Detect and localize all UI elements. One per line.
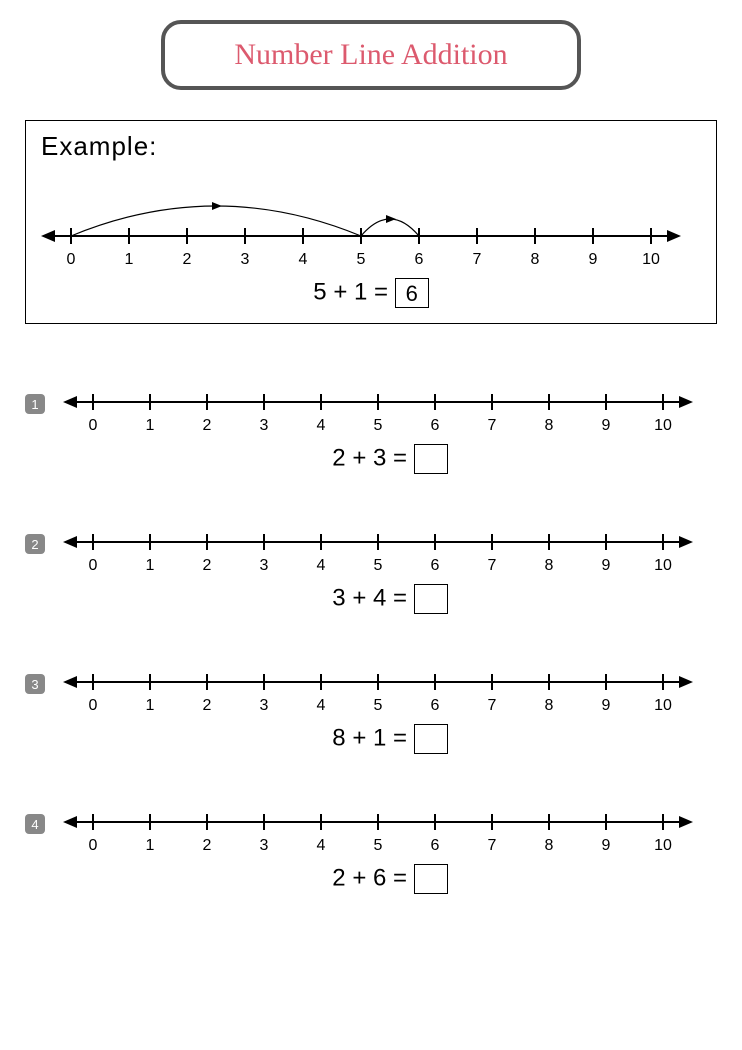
- svg-text:6: 6: [415, 251, 424, 268]
- svg-text:0: 0: [89, 697, 98, 714]
- svg-text:1: 1: [146, 417, 155, 434]
- numberline-wrap: 0 1 2 3 4 5 6 7 8 9 10 3 + 4 =: [63, 504, 717, 614]
- svg-text:7: 7: [488, 697, 497, 714]
- problem-badge: 3: [25, 674, 45, 694]
- svg-text:8: 8: [545, 697, 554, 714]
- svg-text:9: 9: [602, 837, 611, 854]
- svg-text:10: 10: [654, 697, 672, 714]
- numberline-wrap: 0 1 2 3 4 5 6 7 8 9 10 2 + 6 =: [63, 784, 717, 894]
- svg-text:3: 3: [260, 837, 269, 854]
- svg-text:0: 0: [89, 417, 98, 434]
- problem-badge: 4: [25, 814, 45, 834]
- problem-equation: 2 + 3 =: [63, 444, 717, 474]
- svg-text:7: 7: [488, 557, 497, 574]
- problem-row: 10123456789102 + 3 =: [25, 364, 717, 474]
- problem-row: 4 0 1 2 3 4 5 6 7 8 9 10 2 + 6 =: [25, 784, 717, 894]
- svg-text:0: 0: [89, 557, 98, 574]
- problem-row: 2 0 1 2 3 4 5 6 7 8 9 10 3 + 4 =: [25, 504, 717, 614]
- problem-equation: 8 + 1 =: [63, 724, 717, 754]
- equation-text: 2 + 6 =: [332, 864, 413, 891]
- svg-text:2: 2: [203, 417, 212, 434]
- svg-text:5: 5: [374, 837, 383, 854]
- svg-text:3: 3: [260, 417, 269, 434]
- svg-text:10: 10: [642, 251, 660, 268]
- example-equation: 5 + 1 = 6: [41, 278, 701, 308]
- svg-text:2: 2: [203, 837, 212, 854]
- svg-text:9: 9: [589, 251, 598, 268]
- equation-text: 5 + 1 =: [313, 278, 388, 305]
- numberline-wrap: 0 1 2 3 4 5 6 7 8 9 10 8 + 1 =: [63, 644, 717, 754]
- answer-box[interactable]: [414, 864, 448, 894]
- title-container: Number Line Addition: [161, 20, 581, 90]
- svg-text:3: 3: [260, 697, 269, 714]
- svg-text:5: 5: [374, 417, 383, 434]
- svg-text:5: 5: [357, 251, 366, 268]
- page-title: Number Line Addition: [234, 38, 507, 71]
- svg-text:1: 1: [125, 251, 134, 268]
- svg-text:7: 7: [488, 417, 497, 434]
- svg-text:5: 5: [374, 697, 383, 714]
- example-label: Example:: [41, 131, 701, 162]
- problem-row: 3 0 1 2 3 4 5 6 7 8 9 10 8 + 1 =: [25, 644, 717, 754]
- svg-text:1: 1: [146, 557, 155, 574]
- svg-text:8: 8: [545, 417, 554, 434]
- svg-text:4: 4: [317, 837, 326, 854]
- svg-text:5: 5: [374, 557, 383, 574]
- problem-badge: 2: [25, 534, 45, 554]
- example-container: Example: 0 1 2 3 4 5 6 7 8 9 10 5 + 1 = 6: [25, 120, 717, 324]
- svg-text:2: 2: [183, 251, 192, 268]
- answer-box[interactable]: [414, 444, 448, 474]
- svg-text:9: 9: [602, 417, 611, 434]
- svg-text:4: 4: [299, 251, 308, 268]
- svg-text:3: 3: [241, 251, 250, 268]
- svg-text:10: 10: [654, 417, 672, 434]
- svg-text:2: 2: [203, 697, 212, 714]
- svg-text:6: 6: [431, 417, 440, 434]
- equation-text: 2 + 3 =: [332, 444, 413, 471]
- svg-text:8: 8: [531, 251, 540, 268]
- svg-text:6: 6: [431, 697, 440, 714]
- svg-text:2: 2: [203, 557, 212, 574]
- problem-equation: 2 + 6 =: [63, 864, 717, 894]
- example-numberline: 0 1 2 3 4 5 6 7 8 9 10: [41, 166, 701, 272]
- svg-text:4: 4: [317, 557, 326, 574]
- numberline-wrap: 0 1 2 3 4 5 6 7 8 9 10 2 + 3 =: [63, 364, 717, 474]
- answer-box[interactable]: [414, 584, 448, 614]
- answer-box[interactable]: [414, 724, 448, 754]
- svg-text:6: 6: [431, 557, 440, 574]
- svg-text:7: 7: [473, 251, 482, 268]
- svg-text:4: 4: [317, 417, 326, 434]
- svg-text:8: 8: [545, 837, 554, 854]
- svg-text:6: 6: [431, 837, 440, 854]
- svg-text:9: 9: [602, 557, 611, 574]
- number-line: 0 1 2 3 4 5 6 7 8 9 10: [63, 504, 693, 578]
- problem-equation: 3 + 4 =: [63, 584, 717, 614]
- svg-text:1: 1: [146, 697, 155, 714]
- svg-text:4: 4: [317, 697, 326, 714]
- number-line: 0 1 2 3 4 5 6 7 8 9 10: [63, 784, 693, 858]
- svg-text:7: 7: [488, 837, 497, 854]
- svg-text:0: 0: [67, 251, 76, 268]
- svg-text:9: 9: [602, 697, 611, 714]
- problem-badge: 1: [25, 394, 45, 414]
- svg-text:1: 1: [146, 837, 155, 854]
- number-line: 0 1 2 3 4 5 6 7 8 9 10: [63, 644, 693, 718]
- equation-text: 3 + 4 =: [332, 584, 413, 611]
- svg-text:3: 3: [260, 557, 269, 574]
- svg-text:10: 10: [654, 557, 672, 574]
- svg-text:8: 8: [545, 557, 554, 574]
- number-line: 0 1 2 3 4 5 6 7 8 9 10: [63, 364, 693, 438]
- svg-text:10: 10: [654, 837, 672, 854]
- equation-text: 8 + 1 =: [332, 724, 413, 751]
- svg-text:0: 0: [89, 837, 98, 854]
- answer-box: 6: [395, 278, 429, 308]
